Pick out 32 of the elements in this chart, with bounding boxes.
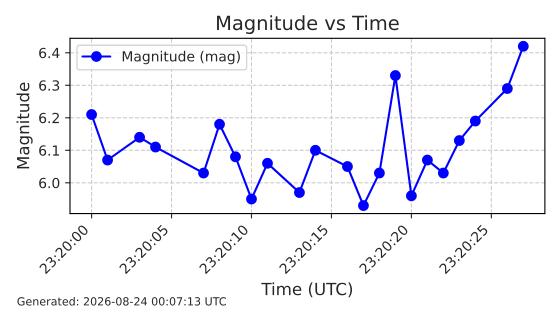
y-tick-label: 6.4 [39,48,60,58]
point [246,194,257,204]
point [198,168,209,178]
x-axis-title: Time (UTC) [261,282,352,298]
point [518,40,529,52]
y-tick-label: 6.0 [39,178,60,188]
point [150,142,161,152]
point [294,187,305,198]
point [422,154,433,166]
point [470,116,481,126]
point [230,151,241,162]
text: Generated: 2026-08-24 00:07:13 UTC [17,296,226,306]
point [262,158,273,169]
point [342,161,353,172]
point [454,135,465,146]
point [134,132,145,143]
point [390,70,401,81]
y-tick-label: 6.3 [39,80,60,91]
point [374,168,385,178]
point [358,200,369,211]
point [214,118,225,130]
point [406,190,417,202]
chart-title: Magnitude vs Time [217,15,399,34]
point [102,154,113,166]
y-axis-title: Magnitude [16,82,33,168]
point [310,144,321,156]
point [502,83,513,94]
y-tick-label: 6.1 [39,145,59,156]
point [438,168,449,178]
y-tick-label: 6.2 [39,112,59,124]
point [86,109,97,120]
legend-label: Magnitude (mag) [122,50,240,64]
